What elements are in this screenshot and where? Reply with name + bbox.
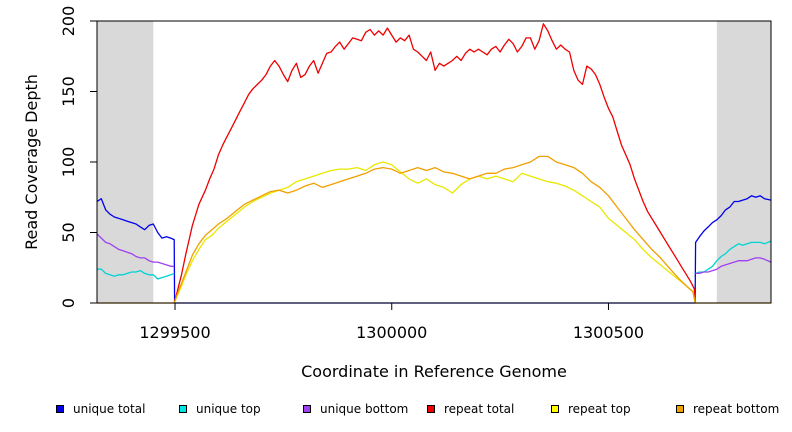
legend-item: repeat top bbox=[551, 400, 631, 418]
series-repeat-total-line-1 bbox=[173, 23, 696, 304]
y-axis: 0 50 100 150 200 bbox=[59, 6, 98, 308]
x-axis: 1299500 1300000 1300500 bbox=[139, 302, 644, 342]
shaded-region-2 bbox=[716, 21, 771, 303]
y-tick-label: 150 bbox=[59, 76, 78, 107]
series-unique-top-line-2 bbox=[695, 240, 772, 275]
y-tick-label: 100 bbox=[59, 147, 78, 178]
legend-label: unique top bbox=[196, 402, 261, 416]
y-tick-label: 200 bbox=[59, 6, 78, 37]
legend: unique total unique top unique bottom repea… bbox=[0, 400, 792, 420]
legend-swatch bbox=[551, 405, 559, 413]
x-axis-title: Coordinate in Reference Genome bbox=[301, 362, 567, 381]
legend-swatch bbox=[179, 405, 187, 413]
legend-item: unique total bbox=[56, 400, 145, 418]
y-axis-title: Read Coverage Depth bbox=[22, 74, 41, 250]
x-tick-label: 1299500 bbox=[139, 323, 210, 342]
legend-item: unique top bbox=[179, 400, 261, 418]
legend-label: unique total bbox=[73, 402, 146, 416]
series-repeat-bottom-line-1 bbox=[97, 155, 771, 304]
y-tick-label: 0 bbox=[59, 298, 78, 308]
series-repeat-top-line-1 bbox=[173, 161, 696, 304]
y-tick-label: 50 bbox=[59, 222, 78, 242]
legend-item: unique bottom bbox=[303, 400, 408, 418]
series-layer bbox=[96, 23, 772, 304]
legend-label: repeat top bbox=[568, 402, 631, 416]
legend-swatch bbox=[56, 405, 64, 413]
legend-swatch bbox=[427, 405, 435, 413]
legend-label: unique bottom bbox=[320, 402, 409, 416]
series-unique-total-line-1 bbox=[96, 195, 772, 304]
legend-item: repeat total bbox=[427, 400, 514, 418]
x-tick-label: 1300500 bbox=[573, 323, 644, 342]
series-unique-bottom-line-1 bbox=[96, 233, 175, 267]
legend-item: repeat bottom bbox=[676, 400, 779, 418]
shaded-region-1 bbox=[97, 21, 154, 303]
legend-swatch bbox=[676, 405, 684, 413]
series-unique-bottom-line-2 bbox=[695, 257, 772, 275]
series-unique-top-line-1 bbox=[97, 268, 175, 280]
legend-label: repeat total bbox=[444, 402, 515, 416]
x-tick-label: 1300000 bbox=[356, 323, 427, 342]
legend-label: repeat bottom bbox=[693, 402, 780, 416]
legend-swatch bbox=[303, 405, 311, 413]
shaded-regions bbox=[97, 21, 771, 303]
